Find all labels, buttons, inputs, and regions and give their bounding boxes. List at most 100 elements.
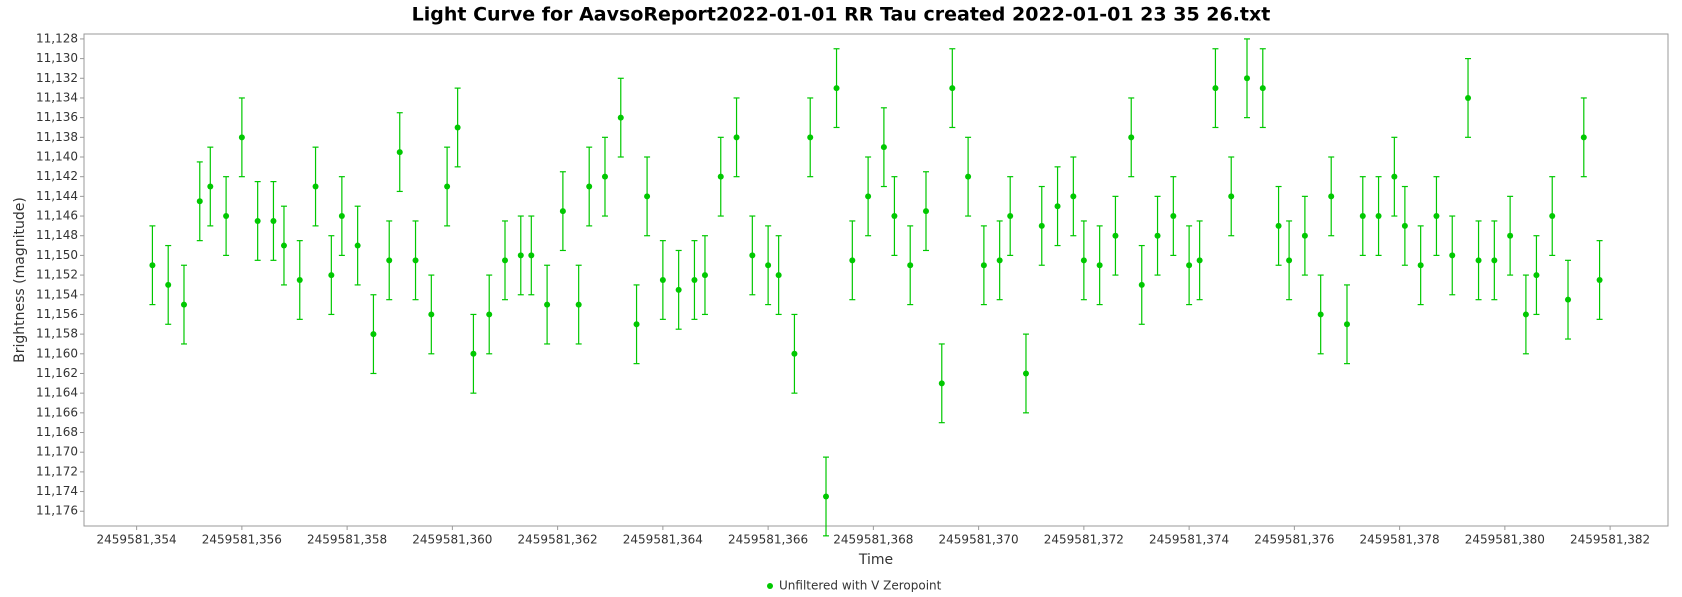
point bbox=[849, 257, 856, 264]
point bbox=[559, 208, 566, 215]
point bbox=[296, 277, 303, 283]
point bbox=[833, 85, 840, 92]
point bbox=[149, 262, 156, 269]
point bbox=[996, 257, 1003, 264]
x-tick-label: 2459581,380 bbox=[1465, 533, 1545, 547]
y-tick-label: 11,150 bbox=[36, 248, 78, 262]
point bbox=[1080, 257, 1087, 264]
point bbox=[396, 149, 403, 156]
point bbox=[223, 213, 230, 220]
point bbox=[428, 311, 435, 318]
point bbox=[280, 242, 287, 249]
point bbox=[1275, 222, 1282, 229]
x-tick-label: 2459581,368 bbox=[833, 533, 913, 547]
x-tick-label: 2459581,366 bbox=[728, 533, 808, 547]
y-tick-label: 11,164 bbox=[36, 386, 78, 400]
point bbox=[891, 213, 898, 220]
point bbox=[1343, 321, 1350, 328]
point bbox=[1228, 193, 1235, 200]
point bbox=[601, 173, 608, 180]
x-tick-label: 2459581,358 bbox=[307, 533, 387, 547]
point bbox=[470, 350, 477, 357]
point bbox=[701, 272, 708, 279]
point bbox=[775, 272, 782, 279]
x-tick-label: 2459581,360 bbox=[412, 533, 492, 547]
point bbox=[617, 114, 624, 121]
point bbox=[1391, 173, 1398, 180]
y-tick-label: 11,138 bbox=[36, 130, 78, 144]
chart-title: Light Curve for AavsoReport2022-01-01 RR… bbox=[412, 4, 1271, 26]
point bbox=[1112, 232, 1119, 239]
point bbox=[765, 262, 772, 269]
x-tick-label: 2459581,356 bbox=[202, 533, 282, 547]
y-tick-label: 11,136 bbox=[36, 110, 78, 124]
point bbox=[1212, 85, 1219, 92]
plot-frame bbox=[83, 33, 1669, 527]
y-tick-label: 11,142 bbox=[36, 169, 78, 183]
point bbox=[1475, 257, 1482, 264]
point bbox=[1433, 213, 1440, 220]
point bbox=[312, 183, 319, 190]
point bbox=[1054, 203, 1061, 210]
point bbox=[1070, 193, 1077, 200]
point bbox=[1154, 232, 1161, 239]
point bbox=[865, 193, 872, 200]
point bbox=[1170, 213, 1177, 220]
y-tick-label: 11,172 bbox=[36, 464, 78, 478]
y-tick-label: 11,130 bbox=[36, 51, 78, 65]
x-tick-label: 2459581,362 bbox=[518, 533, 598, 547]
point bbox=[691, 277, 698, 283]
point bbox=[270, 217, 277, 224]
point bbox=[1465, 94, 1472, 101]
point bbox=[1196, 257, 1203, 264]
x-tick-label: 2459581,372 bbox=[1044, 533, 1124, 547]
legend-marker bbox=[767, 583, 773, 589]
point bbox=[1286, 257, 1293, 264]
point bbox=[980, 262, 987, 269]
point bbox=[528, 252, 535, 259]
y-tick-label: 11,158 bbox=[36, 327, 78, 341]
point bbox=[1007, 213, 1014, 220]
x-tick-label: 2459581,354 bbox=[97, 533, 177, 547]
x-tick-label: 2459581,364 bbox=[623, 533, 703, 547]
point bbox=[165, 281, 172, 288]
point bbox=[965, 173, 972, 180]
point bbox=[444, 183, 451, 190]
point bbox=[1417, 262, 1424, 269]
point bbox=[238, 134, 245, 141]
point bbox=[922, 208, 929, 215]
point bbox=[412, 257, 419, 264]
point bbox=[949, 85, 956, 92]
point bbox=[1491, 257, 1498, 264]
point bbox=[354, 242, 361, 249]
point bbox=[659, 277, 666, 283]
legend-label: Unfiltered with V Zeropoint bbox=[779, 579, 942, 593]
y-tick-label: 11,170 bbox=[36, 445, 78, 459]
point bbox=[196, 198, 203, 205]
point bbox=[501, 257, 508, 264]
point bbox=[644, 193, 651, 200]
point bbox=[1301, 232, 1308, 239]
y-tick-label: 11,148 bbox=[36, 228, 78, 242]
point bbox=[907, 262, 914, 269]
point bbox=[823, 493, 830, 500]
y-tick-label: 11,156 bbox=[36, 307, 78, 321]
point bbox=[1449, 252, 1456, 259]
point bbox=[1317, 311, 1324, 318]
point bbox=[454, 124, 461, 131]
point bbox=[386, 257, 393, 264]
y-tick-label: 11,134 bbox=[36, 90, 78, 104]
point bbox=[1244, 75, 1251, 82]
point bbox=[1580, 134, 1587, 141]
point bbox=[1138, 281, 1145, 288]
point bbox=[586, 183, 593, 190]
y-tick-label: 11,140 bbox=[36, 150, 78, 164]
point bbox=[1186, 262, 1193, 269]
point bbox=[338, 213, 345, 220]
point bbox=[207, 183, 214, 190]
y-axis-title: Brightness (magnitude) bbox=[12, 197, 28, 363]
point bbox=[1022, 370, 1029, 377]
point bbox=[733, 134, 740, 141]
point bbox=[544, 301, 551, 308]
